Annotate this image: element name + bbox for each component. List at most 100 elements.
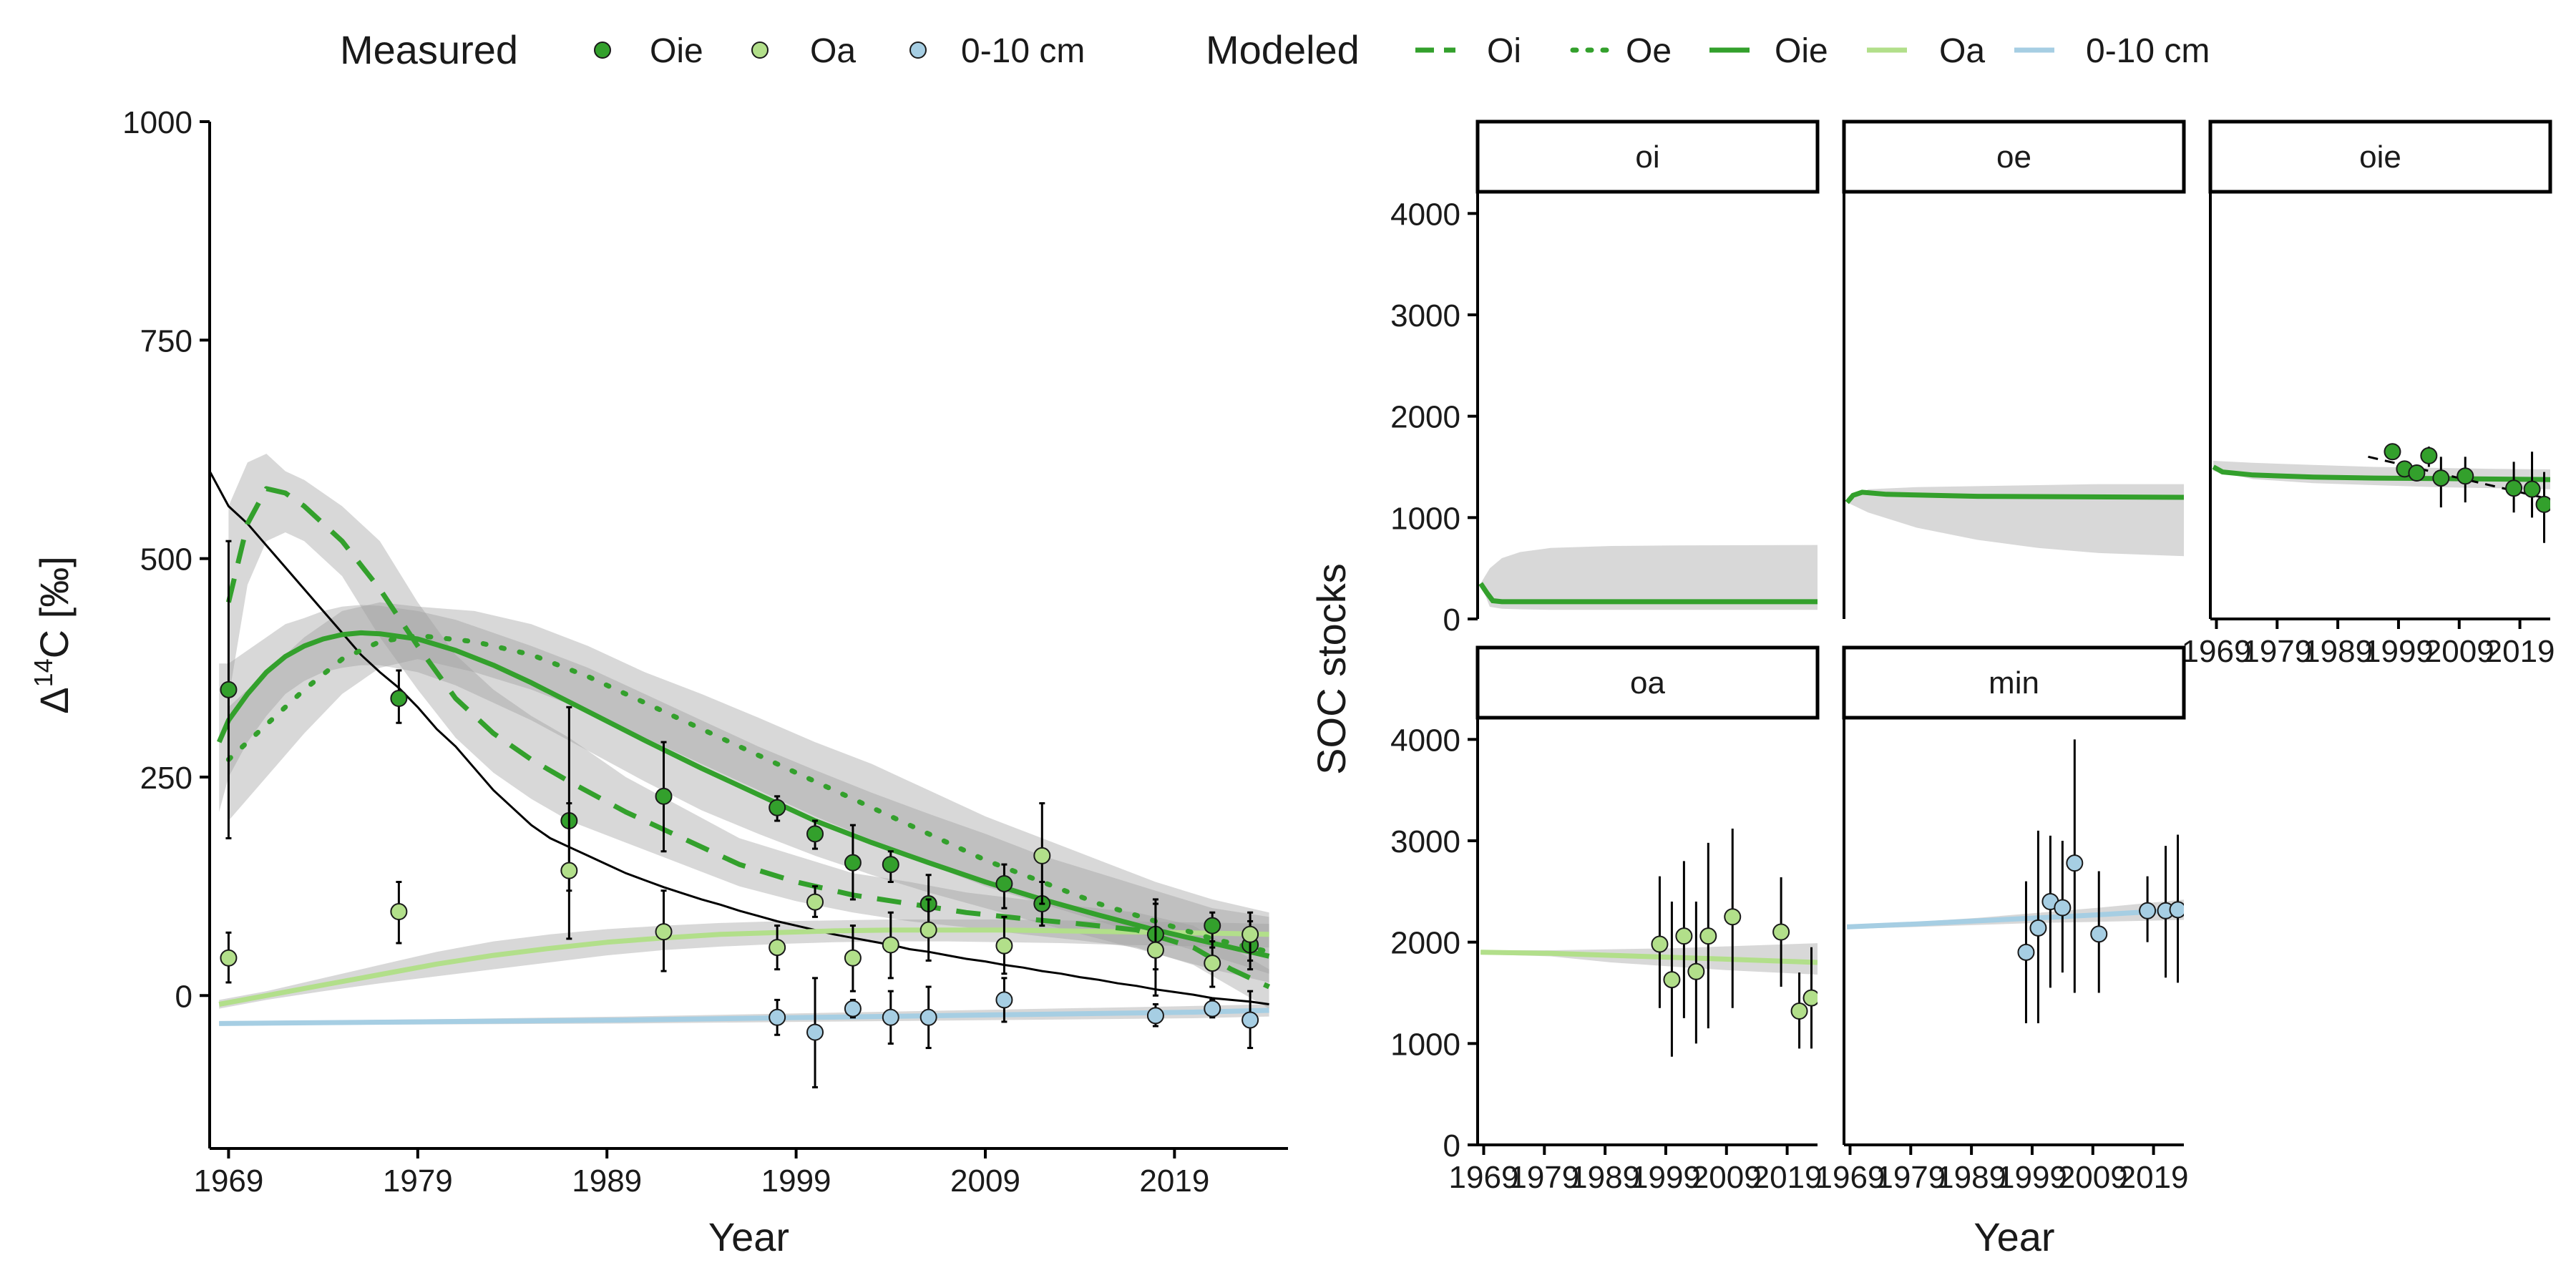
legend-modeled-label-2: Oie [1775,32,1828,70]
facet-xtick-label-oa-1989: 1989 [1570,1160,1640,1195]
left-ytick-label-500: 500 [140,542,192,577]
facet-point-oie-8 [2535,495,2550,513]
delta14c-chart: 0 250 500 750 1000 1969 1979 1989 1999 2009 2019 Ye… [29,105,1288,1259]
point-0-10-cm-6 [1146,1007,1164,1025]
facet-point-min-5 [2090,925,2108,943]
facet-point-oa-6 [1772,923,1790,941]
facet-point-min-0 [2017,943,2035,961]
left-ytick-label-0: 0 [175,979,192,1014]
facet-band-oe [1847,484,2184,557]
y-title-delta: Δ [31,687,77,713]
right-y-axis-title: SOC stocks [1309,563,1354,775]
facet-xtick-label-oie-1979: 1979 [2242,634,2312,669]
left-plot-area [210,454,1272,1089]
facet-xtick-label-oie-2009: 2009 [2424,634,2494,669]
facet-ytick-label-oa-4000: 4000 [1390,723,1460,758]
facet-strip-oie [2208,119,2552,194]
facet-point-oa-0 [1651,935,1669,953]
y-title-rest: C [‰] [31,556,77,658]
point-oa-7 [882,936,899,954]
facet-strip-oi [1475,119,1820,194]
legend-measured-key-2 [909,42,927,59]
point-0-10-cm-5 [995,991,1013,1009]
point-0-10-cm-2 [844,1000,862,1018]
facet-line-oa [1480,950,1818,965]
facet-plot-area-oa [1480,829,1818,1057]
facet-line-oi [1478,582,1818,605]
facet-band-oi [1480,545,1818,610]
facet-strip-oe [1842,119,2186,194]
band-oi [228,454,1269,1009]
facet-oa: oa 0 1000 2000 3000 4000 196919791989199920092… [1390,645,1823,1195]
facet-ytick-label-oa-3000: 3000 [1390,824,1460,859]
facet-point-oie-2 [2408,464,2426,482]
point-0-10-cm-8 [1241,1011,1259,1029]
point-oa-13 [1241,925,1259,943]
facet-oe: oe [1842,119,2186,619]
point-oa-6 [844,949,862,967]
point-oie-4 [769,799,786,816]
right-x-axis-title: Year [1974,1214,2054,1259]
facet-line-min [1847,907,2184,930]
left-ytick-label-750: 750 [140,323,192,358]
facet-plot-area-min [1847,739,2184,1023]
point-oa-0 [220,949,238,967]
legend-measured-label-2: 0-10 cm [961,32,1085,70]
legend-modeled-label-4: 0-10 cm [2086,32,2210,70]
facet-strip-label-oe: oe [1996,140,2031,175]
point-oie-6 [844,854,862,872]
facet-point-oa-3 [1687,962,1705,980]
legend-modeled-label-0: Oi [1487,32,1521,70]
point-oie-3 [655,787,673,805]
facet-point-oie-3 [2420,447,2438,464]
facet-point-oa-7 [1790,1002,1808,1020]
facet-xtick-label-oie-1989: 1989 [2303,634,2373,669]
modeled-line-oie [216,630,1270,959]
point-oie-12 [1204,917,1221,935]
point-oie-9 [995,874,1013,892]
legend-measured-key-0 [594,42,611,59]
facet-xtick-label-oa-2019: 2019 [1752,1160,1823,1195]
left-ytick-label-1000: 1000 [122,105,192,140]
facet-xtick-label-min-2009: 2009 [2058,1160,2128,1195]
facet-xtick-label-oa-1969: 1969 [1449,1160,1519,1195]
facet-xtick-label-oie-1999: 1999 [2363,634,2434,669]
left-xtick-label-2019: 2019 [1139,1163,1209,1199]
facet-ytick-label-oa-0: 0 [1443,1128,1460,1163]
facet-ytick-label-oa-2000: 2000 [1390,926,1460,961]
facet-strip-label-oa: oa [1630,665,1665,701]
left-ytick-label-250: 250 [140,761,192,796]
left-xtick-label-2009: 2009 [950,1163,1020,1199]
facet-point-min-1 [2029,919,2047,937]
point-oa-3 [655,923,673,941]
legend-modeled-label-3: Oa [1939,32,1985,70]
facet-xtick-label-oa-1979: 1979 [1509,1160,1579,1195]
facet-strip-min [1842,645,2186,720]
facet-plot-area-oe [1845,484,2184,557]
facet-xtick-label-min-2019: 2019 [2119,1160,2189,1195]
facet-ytick-label-oi-4000: 4000 [1390,197,1460,232]
point-oa-4 [769,939,786,957]
legend: Measured Oie Oa 0-10 cm Modeled Oi Oe Oie Oa 0-10… [340,27,2210,72]
facet-ytick-label-oa-1000: 1000 [1390,1027,1460,1062]
facet-line-oie [2212,464,2550,482]
left-xtick-label-1999: 1999 [761,1163,831,1199]
facet-point-oie-0 [2384,443,2401,461]
facet-xtick-label-min-1999: 1999 [1997,1160,2067,1195]
left-xtick-label-1969: 1969 [193,1163,263,1199]
facet-plot-area-oie [2212,443,2550,543]
facet-point-oa-2 [1675,927,1693,945]
point-oie-0 [220,680,238,698]
point-oa-2 [560,862,578,879]
legend-measured-label-0: Oie [650,32,703,70]
legend-modeled-title: Modeled [1206,27,1360,72]
facet-point-min-8 [2169,901,2184,919]
legend-measured-label-1: Oa [810,32,856,70]
facet-point-min-6 [2139,902,2157,919]
point-0-10-cm-7 [1204,1000,1221,1018]
facet-strip-label-min: min [1989,665,2039,701]
